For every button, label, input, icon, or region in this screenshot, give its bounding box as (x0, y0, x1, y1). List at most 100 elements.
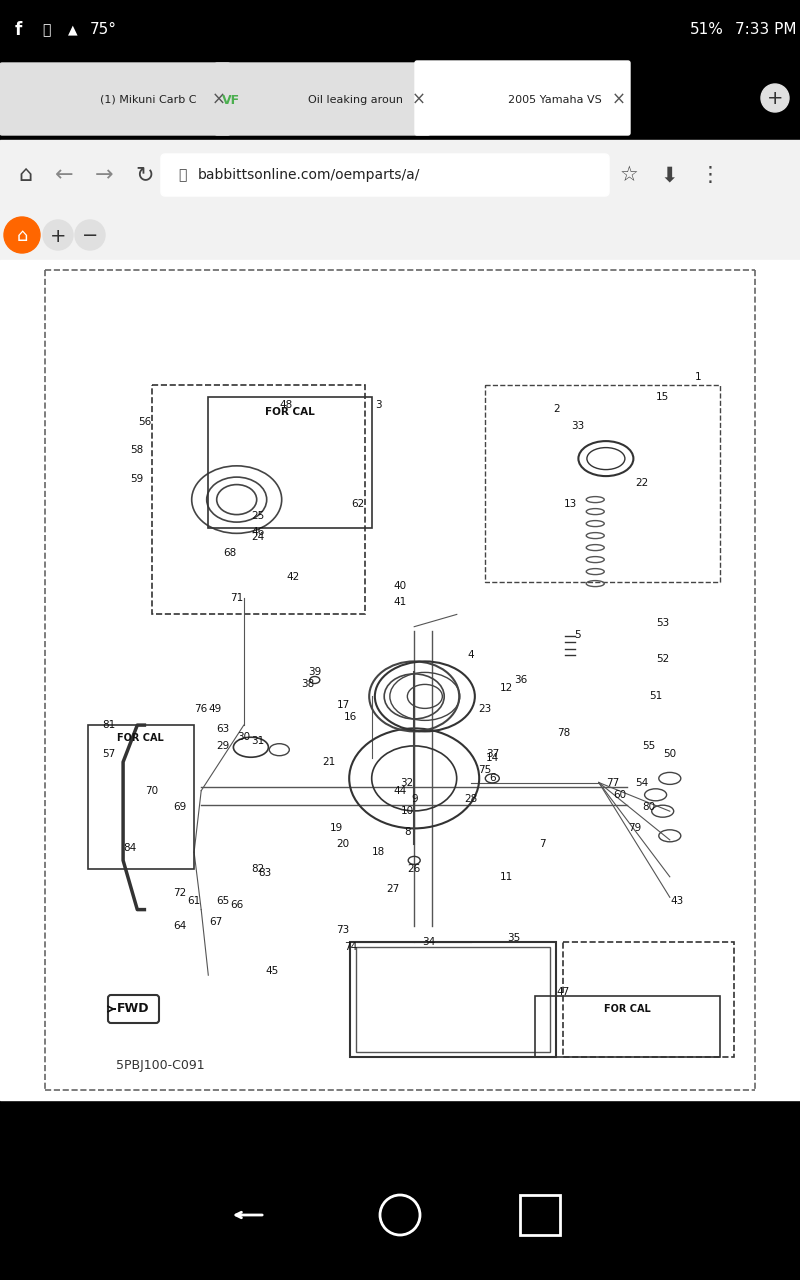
Text: FOR CAL: FOR CAL (265, 407, 315, 417)
Text: (1) Mikuni Carb C: (1) Mikuni Carb C (100, 95, 197, 105)
Text: 22: 22 (634, 479, 648, 488)
Text: 75: 75 (478, 765, 492, 776)
Text: 59: 59 (130, 474, 144, 484)
Bar (208, 397, 371, 529)
Text: ×: × (212, 91, 226, 109)
Text: 83: 83 (258, 868, 272, 878)
Bar (0, 210, 800, 260)
Text: FWD: FWD (117, 1002, 150, 1015)
Text: 30: 30 (238, 732, 250, 742)
Text: VF: VF (222, 93, 240, 106)
Text: ↻: ↻ (135, 165, 154, 186)
Text: 15: 15 (656, 392, 670, 402)
Bar (350, 942, 556, 1057)
Text: 69: 69 (174, 803, 186, 812)
Circle shape (75, 220, 105, 250)
FancyBboxPatch shape (215, 63, 430, 134)
Text: 61: 61 (187, 896, 201, 906)
Text: 38: 38 (301, 680, 314, 689)
Text: f: f (15, 20, 22, 38)
Text: 78: 78 (557, 728, 570, 739)
Text: 24: 24 (251, 531, 265, 541)
Text: 17: 17 (337, 700, 350, 709)
Text: 74: 74 (344, 942, 357, 951)
Text: 82: 82 (251, 864, 265, 873)
Text: 16: 16 (344, 712, 357, 722)
Text: 67: 67 (209, 916, 222, 927)
Text: 76: 76 (194, 704, 208, 714)
Text: 41: 41 (394, 596, 406, 607)
Text: 8: 8 (404, 827, 410, 837)
Text: 63: 63 (216, 724, 229, 735)
Text: 21: 21 (322, 756, 336, 767)
Text: 35: 35 (507, 933, 520, 943)
Text: 29: 29 (216, 741, 229, 750)
Text: 53: 53 (656, 618, 670, 627)
Text: 3: 3 (375, 401, 382, 411)
Text: 71: 71 (230, 593, 243, 603)
Text: 36: 36 (514, 675, 527, 685)
Text: 46: 46 (251, 527, 265, 538)
Text: ⌂: ⌂ (16, 227, 28, 244)
Bar (0, 1149, 800, 1280)
Text: 2: 2 (553, 404, 559, 415)
Text: 23: 23 (478, 704, 492, 714)
Text: 84: 84 (123, 844, 137, 852)
Text: 73: 73 (337, 925, 350, 936)
Text: →: → (95, 165, 114, 186)
Text: 52: 52 (656, 654, 670, 664)
Text: 54: 54 (634, 777, 648, 787)
Text: 65: 65 (216, 896, 229, 906)
Text: ⌂: ⌂ (18, 165, 32, 186)
Text: 7:33 PM: 7:33 PM (735, 23, 797, 37)
Text: 56: 56 (138, 417, 151, 426)
Text: 12: 12 (500, 684, 513, 694)
Text: 58: 58 (130, 445, 144, 456)
Bar (485, 385, 719, 581)
FancyBboxPatch shape (161, 154, 609, 196)
Text: 37: 37 (486, 749, 499, 759)
Text: 60: 60 (614, 790, 626, 800)
Bar (535, 996, 719, 1057)
Text: ☆: ☆ (620, 165, 638, 186)
Text: 40: 40 (394, 581, 406, 590)
Text: 75°: 75° (90, 23, 117, 37)
Text: 🔔: 🔔 (42, 23, 50, 37)
Circle shape (761, 84, 789, 111)
Bar (563, 942, 734, 1057)
Text: 33: 33 (571, 421, 584, 431)
Text: 51: 51 (649, 691, 662, 701)
Text: FOR CAL: FOR CAL (604, 1004, 650, 1014)
Text: 72: 72 (174, 888, 186, 899)
Text: 13: 13 (564, 499, 577, 508)
Text: 9: 9 (411, 794, 418, 804)
Circle shape (43, 220, 73, 250)
Text: −: − (82, 227, 98, 246)
Text: ▲: ▲ (68, 23, 78, 37)
Text: 55: 55 (642, 741, 655, 750)
Text: 32: 32 (401, 777, 414, 787)
Text: 7: 7 (538, 838, 546, 849)
Text: 70: 70 (145, 786, 158, 796)
Text: 27: 27 (386, 884, 399, 895)
Text: 19: 19 (330, 823, 342, 832)
Text: 11: 11 (500, 872, 513, 882)
Bar (88, 724, 194, 869)
Text: 79: 79 (628, 823, 641, 832)
Text: 28: 28 (464, 794, 478, 804)
Text: 31: 31 (251, 736, 265, 746)
Text: 18: 18 (372, 847, 386, 858)
Text: +: + (50, 227, 66, 246)
Text: 48: 48 (280, 401, 293, 411)
Text: 42: 42 (287, 572, 300, 582)
Text: ×: × (412, 91, 426, 109)
Text: 64: 64 (174, 922, 186, 931)
Bar (356, 947, 550, 1052)
Bar (0, 260, 800, 1100)
Text: 57: 57 (102, 749, 115, 759)
Text: 25: 25 (251, 511, 265, 521)
Text: ←: ← (55, 165, 74, 186)
Text: 🔒: 🔒 (178, 168, 186, 182)
Text: 14: 14 (486, 753, 499, 763)
Text: 49: 49 (209, 704, 222, 714)
